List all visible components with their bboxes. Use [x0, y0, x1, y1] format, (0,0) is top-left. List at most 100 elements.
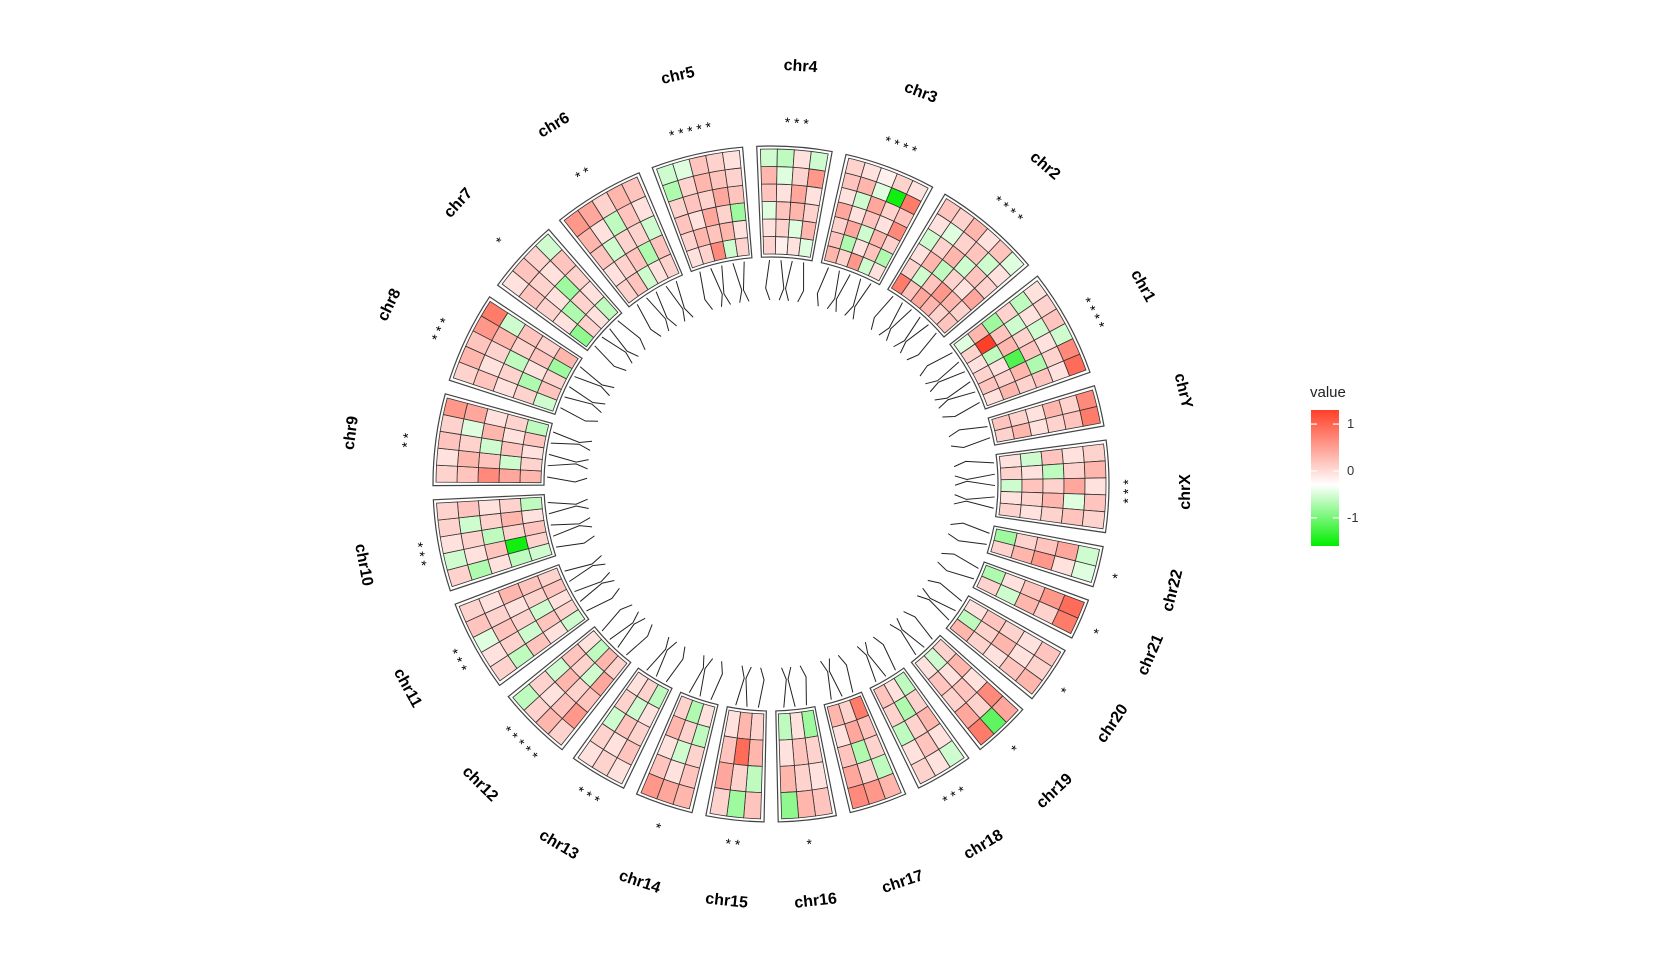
dendrogram-branch: [941, 553, 978, 568]
sector-chr16: *chr16: [776, 666, 838, 912]
heatmap-cell: [793, 150, 811, 169]
sector-label-chr3: chr3: [902, 79, 940, 107]
heatmap-cell: [1061, 508, 1084, 526]
dendrogram-branch: [553, 432, 592, 443]
sector-label-chr5: chr5: [660, 64, 697, 88]
heatmap-cell: [1080, 406, 1101, 426]
heatmap-cell: [1041, 449, 1063, 465]
heatmap-cell: [763, 219, 776, 237]
heatmap-cell: [803, 204, 819, 223]
dendrogram-branch: [602, 337, 632, 363]
dendrogram-branch: [907, 333, 937, 360]
heatmap-cell: [728, 185, 745, 204]
heatmap-cell: [748, 739, 763, 766]
dendrogram-branch: [904, 612, 933, 640]
dendrogram-branch: [551, 518, 590, 525]
heatmap-cell: [1021, 465, 1043, 479]
significance-stars: * *: [725, 835, 742, 853]
dendrogram-branch: [758, 668, 764, 708]
dendrogram-branch: [955, 495, 995, 500]
sector-label-chr1: chr1: [1127, 267, 1158, 305]
heatmap-cell: [760, 149, 777, 167]
sector-label-chrX: chrX: [1177, 474, 1194, 510]
sector-label-chr20: chr20: [1094, 701, 1132, 746]
dendrogram-branch: [949, 427, 988, 437]
heatmap-cell: [710, 788, 730, 816]
significance-stars: * * *: [1120, 479, 1136, 504]
heatmap-cell: [706, 153, 725, 173]
heatmap-cell: [480, 513, 503, 530]
heatmap-cell: [478, 500, 500, 516]
heatmap-cell: [730, 203, 746, 222]
dendrogram-branch: [955, 481, 995, 485]
dendrogram-branch: [829, 658, 842, 696]
sector-label-chr14: chr14: [617, 867, 663, 897]
heatmap-cell: [1085, 478, 1106, 495]
heatmap-cell: [777, 149, 794, 167]
sector-label-chr19: chr19: [1033, 770, 1076, 812]
dendrogram-branch: [746, 667, 751, 707]
dendrogram-branch: [569, 564, 605, 581]
heatmap-cell: [762, 201, 776, 219]
sector-label-chrY: chrY: [1171, 372, 1196, 411]
dendrogram-branch: [711, 268, 722, 307]
dendrogram-branch: [857, 647, 876, 682]
heatmap-cell: [744, 792, 762, 819]
dendrogram-branch: [548, 464, 588, 469]
sector-label-chr13: chr13: [536, 827, 581, 864]
heatmap-sectors: * * *chr4* * * *chr3* * * *chr2* * * *ch…: [341, 57, 1196, 912]
dendrogram-branch: [798, 262, 804, 302]
dendrogram-branch: [935, 382, 971, 400]
heatmap-cell: [799, 238, 814, 257]
heatmap-cell: [1082, 510, 1105, 529]
heatmap-cell: [1021, 492, 1043, 506]
dendrogram-branch: [548, 499, 588, 504]
dendrogram-branch: [574, 377, 609, 396]
dendrogram-branch: [800, 666, 806, 705]
heatmap-cell: [805, 186, 822, 205]
dendrogram-branch: [871, 296, 893, 330]
dendrogram-branch: [700, 659, 713, 697]
heatmap-cell: [1063, 462, 1085, 478]
significance-stars: *: [1109, 571, 1126, 581]
dendrogram-branch: [736, 666, 744, 706]
heatmap-cell: [1042, 493, 1064, 509]
significance-stars: * * * * *: [668, 118, 714, 143]
legend-colorbar: [1311, 410, 1339, 546]
dendrogram-branch: [900, 325, 928, 353]
dendrogram-branch: [666, 647, 685, 682]
dendrogram-branch: [782, 668, 787, 708]
heatmap-cell: [1043, 479, 1064, 494]
dendrogram-branch: [951, 438, 990, 448]
heatmap-cell: [1042, 464, 1064, 479]
dendrogram-branch: [939, 392, 975, 408]
sector-label-chr16: chr16: [794, 890, 838, 912]
heatmap-cell: [1084, 461, 1106, 478]
significance-stars: * * * * *: [499, 722, 541, 764]
sector-label-chr22: chr22: [1159, 568, 1186, 614]
dendrogram-branch: [897, 618, 924, 647]
significance-stars: *: [653, 819, 664, 836]
heatmap-cell: [761, 184, 776, 202]
heatmap-cell: [781, 792, 799, 819]
heatmap-cell: [438, 518, 461, 537]
dendrogram-branch: [838, 655, 853, 692]
dendrogram-branch: [766, 260, 770, 300]
heatmap-cell: [776, 184, 792, 202]
heatmap-cell: [794, 764, 812, 792]
significance-stars: * * *: [428, 315, 453, 344]
dendrogram-branch: [610, 612, 639, 640]
dendrogram-branch: [565, 556, 602, 572]
heatmap-cell: [478, 453, 500, 469]
dendrogram-branch: [722, 265, 731, 304]
heatmap-cell: [725, 168, 743, 187]
heatmap-cell: [1063, 493, 1085, 510]
sector-label-chr12: chr12: [459, 763, 501, 805]
heatmap-cell: [791, 185, 807, 204]
sector-chrX: * * * chrX: [954, 440, 1194, 533]
legend-tick-label: 1: [1347, 416, 1354, 431]
heatmap-cell: [457, 466, 478, 482]
dendrogram-branch: [942, 402, 979, 417]
heatmap-cell: [458, 501, 480, 518]
dendrogram-branch: [928, 580, 962, 601]
